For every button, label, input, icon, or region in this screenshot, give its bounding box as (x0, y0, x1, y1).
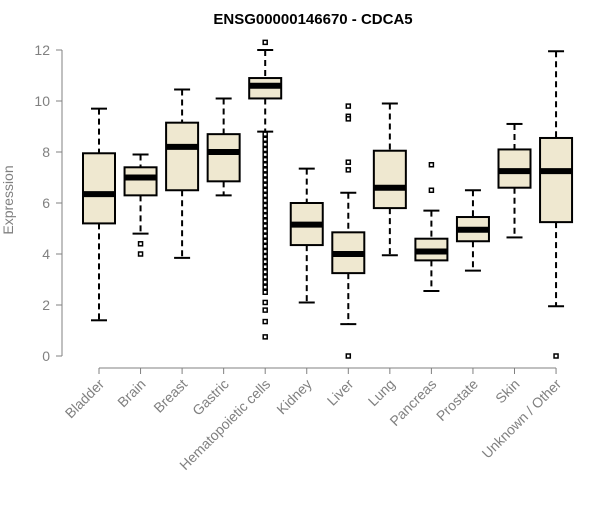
category-label: Kidney (273, 376, 315, 418)
outlier-point (262, 243, 268, 250)
axes: 0 2 4 6 8 10 12 (34, 42, 557, 374)
outlier-point (262, 146, 268, 153)
box-iqr (123, 166, 158, 197)
category-label: Breast (150, 376, 190, 416)
outlier-point (262, 299, 268, 306)
box-group (539, 50, 574, 359)
y-tick-label: 2 (42, 297, 50, 313)
outlier-point (345, 103, 352, 109)
box-iqr (372, 149, 407, 210)
outlier-point (262, 334, 268, 340)
box-group (331, 103, 366, 359)
outlier-point (262, 151, 268, 158)
outlier-point (262, 274, 268, 280)
box-iqr (539, 136, 574, 224)
chart-title: ENSG00000146670 - CDCA5 (213, 11, 412, 28)
outlier-point (262, 264, 268, 270)
y-tick-label: 10 (34, 93, 50, 109)
y-axis-label: Expression (0, 165, 16, 234)
category-label: Liver (324, 376, 357, 409)
category-label: Brain (114, 376, 148, 410)
category-label: Lung (365, 376, 398, 409)
category-label: Skin (492, 376, 523, 407)
outlier-point (137, 241, 144, 247)
outlier-point (345, 116, 352, 122)
y-tick-label: 8 (42, 144, 50, 160)
y-tick-label: 12 (34, 42, 50, 58)
box-iqr (82, 152, 116, 225)
outlier-point (262, 318, 268, 325)
outlier-point (262, 192, 268, 199)
outlier-point (262, 197, 268, 204)
outlier-point (428, 187, 435, 193)
outlier-point (262, 187, 268, 193)
outlier-point (262, 156, 268, 163)
outlier-point (428, 162, 435, 168)
outlier-point (345, 167, 352, 173)
box-group (372, 102, 407, 257)
outlier-point (262, 167, 268, 173)
outlier-point (262, 213, 268, 219)
outlier-point (262, 279, 268, 285)
outlier-point (345, 159, 352, 165)
outlier-point (262, 307, 268, 313)
outlier-point (262, 141, 268, 148)
box-iqr (165, 121, 200, 192)
category-label: Unknown / Other (479, 376, 565, 462)
box-group (82, 107, 116, 322)
outlier-point (262, 253, 268, 260)
box-iqr (206, 133, 241, 183)
y-tick-label: 4 (42, 246, 50, 262)
box-group (123, 153, 158, 257)
outlier-point (262, 202, 268, 209)
boxes (82, 39, 574, 359)
outlier-point (262, 233, 268, 239)
y-tick-label: 6 (42, 195, 50, 211)
outlier-point (262, 269, 268, 275)
box-group (414, 162, 449, 292)
box-group (165, 88, 200, 259)
outlier-point (262, 177, 268, 183)
category-label: Prostate (433, 376, 481, 424)
outlier-point (262, 39, 268, 46)
outlier-point (262, 258, 268, 265)
outlier-point (553, 353, 559, 359)
box-group (248, 39, 283, 340)
outlier-point (262, 218, 268, 224)
outlier-point (345, 353, 352, 359)
box-group (497, 122, 532, 239)
outlier-point (262, 228, 268, 234)
outlier-point (262, 248, 268, 255)
outlier-point (262, 162, 268, 168)
outlier-point (262, 238, 268, 244)
outlier-point (262, 182, 268, 188)
outlier-point (262, 172, 268, 178)
outlier-point (262, 207, 268, 214)
outlier-point (137, 251, 144, 257)
outlier-point (262, 223, 268, 229)
outlier-point (262, 289, 268, 295)
box-group (206, 97, 241, 197)
box-group (289, 167, 324, 304)
category-label: Bladder (62, 376, 108, 422)
outlier-point (262, 136, 268, 142)
outlier-point (262, 284, 268, 290)
box-group (455, 189, 490, 272)
outlier-point (262, 131, 268, 137)
y-tick-label: 0 (42, 348, 50, 364)
